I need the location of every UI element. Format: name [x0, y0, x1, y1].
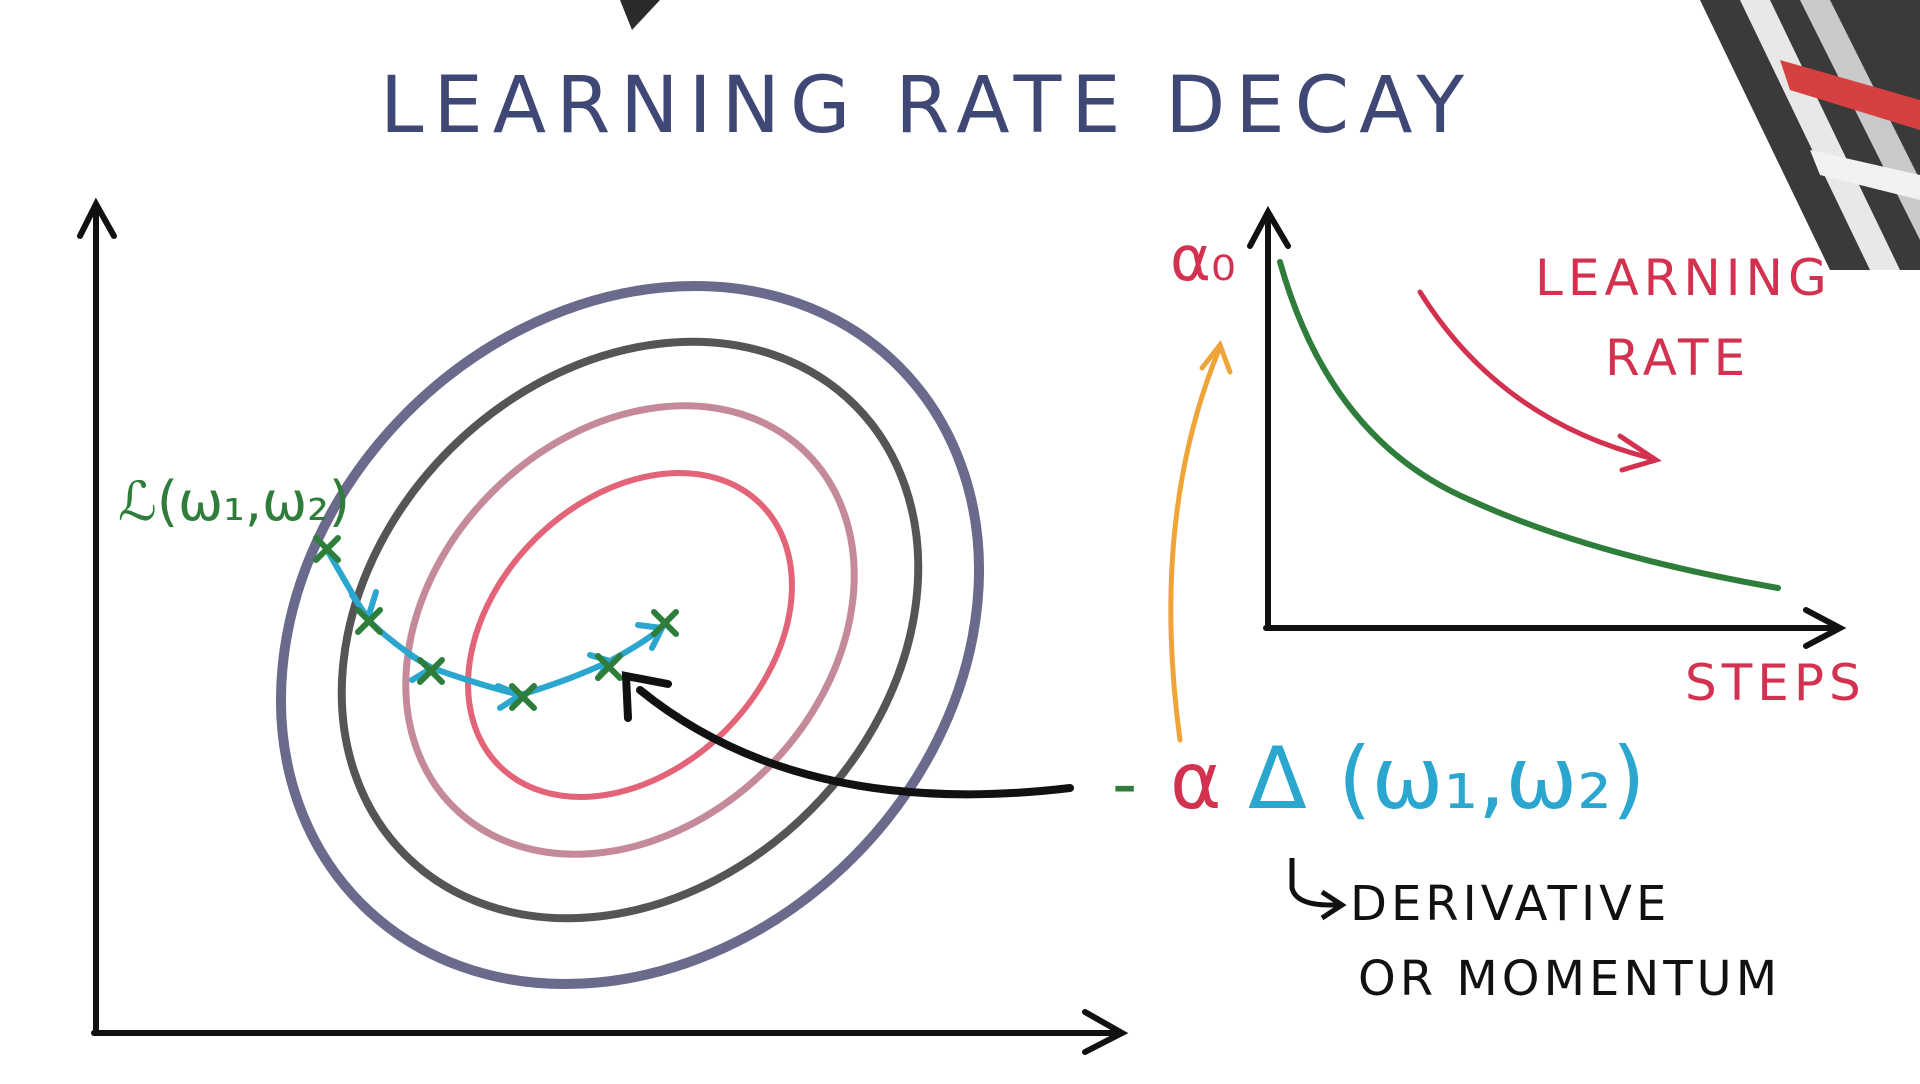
- step-marker: [313, 535, 341, 563]
- step-markers: [313, 535, 679, 711]
- note-hook-arrowhead: [1320, 889, 1347, 921]
- lr-x-axis-arrow: [1803, 607, 1847, 649]
- x-axis-arrow: [1082, 1009, 1129, 1055]
- note-label-line2: OR MOMENTUM: [1358, 951, 1781, 1007]
- decrease-arrowhead: [1617, 433, 1662, 473]
- step-marker: [595, 653, 623, 681]
- step-marker: [651, 609, 679, 637]
- contour-ellipse-2: [337, 337, 923, 923]
- steps-label: STEPS: [1685, 654, 1866, 712]
- contour-ellipse-outer: [275, 280, 985, 990]
- note-label-line1: DERIVATIVE: [1350, 876, 1670, 932]
- step-marker: [509, 683, 537, 711]
- lr-y-axis-arrow: [1247, 205, 1291, 249]
- descent-arrowheads: [349, 589, 667, 711]
- step-marker: [417, 657, 445, 685]
- pointer-arrow: [636, 686, 1074, 799]
- formula-alpha: α: [1170, 737, 1221, 827]
- contour-ellipse-inner: [465, 470, 795, 800]
- pen-decoration: [1700, 0, 1920, 270]
- contour-ellipse-3: [402, 402, 858, 858]
- link-arrow: [1168, 349, 1221, 743]
- marker-tip: [620, 0, 660, 30]
- formula-minus: -: [1112, 743, 1137, 825]
- step-marker: [355, 607, 383, 635]
- learning-rate-label-line2: RATE: [1605, 329, 1750, 387]
- alpha0-label: α₀: [1170, 222, 1236, 295]
- formula-args: (ω₁,ω₂): [1338, 729, 1645, 829]
- link-arrowhead: [1199, 339, 1233, 375]
- loss-function-label: ℒ(ω₁,ω₂): [118, 470, 350, 533]
- pointer-arrowhead: [621, 671, 672, 722]
- formula-delta: Δ: [1248, 729, 1307, 829]
- page-title: LEARNING RATE DECAY: [380, 61, 1474, 151]
- update-formula: - α Δ (ω₁,ω₂): [1112, 729, 1645, 829]
- note-hook-arrow: [1289, 858, 1340, 908]
- decrease-arrow: [1417, 289, 1653, 461]
- contour-plot: [77, 197, 1129, 1055]
- y-axis-arrow: [77, 197, 117, 239]
- learning-rate-plot: [1168, 205, 1847, 743]
- learning-rate-label-line1: LEARNING: [1535, 249, 1832, 307]
- decay-curve: [1277, 259, 1781, 591]
